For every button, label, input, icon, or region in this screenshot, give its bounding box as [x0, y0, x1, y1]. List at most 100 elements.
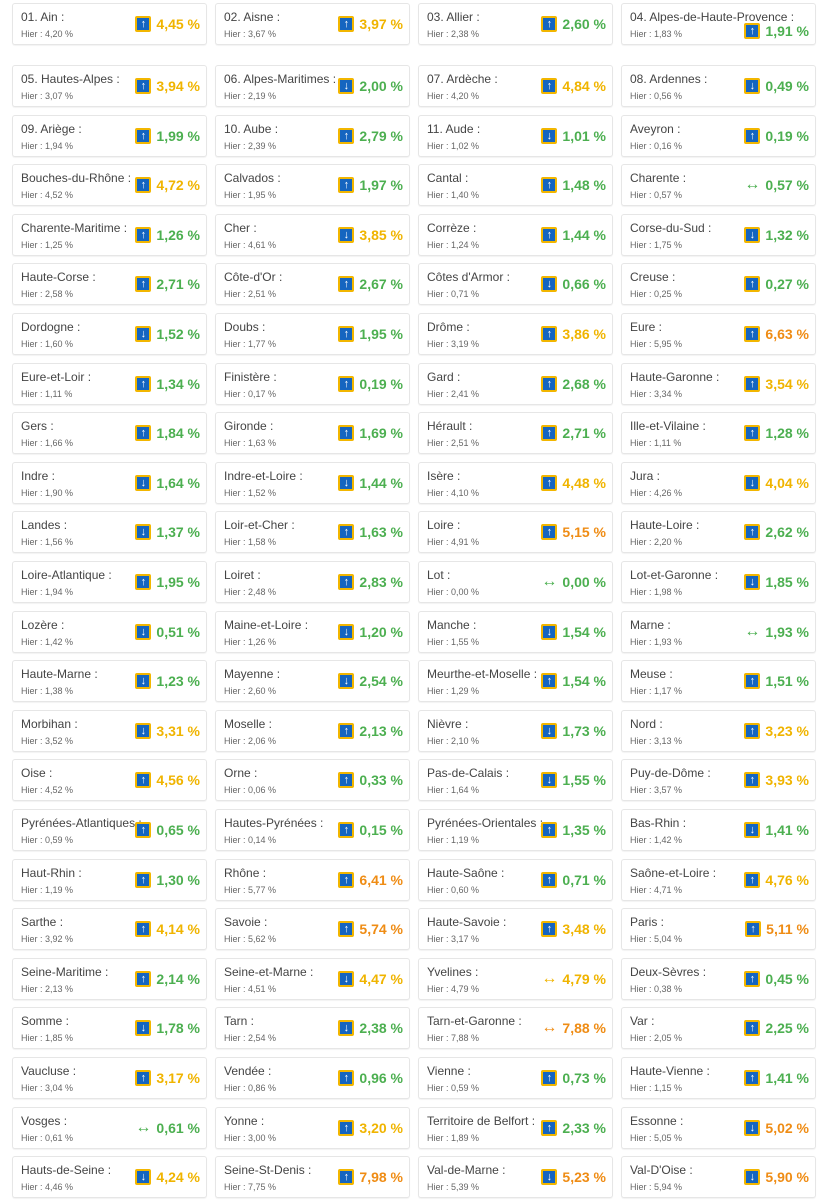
- department-name: 07. Ardèche :: [427, 72, 498, 86]
- today-percent: 1,51 %: [765, 673, 809, 690]
- yesterday-value: Hier : 1,42 %: [21, 636, 74, 647]
- yesterday-value: Hier : 1,90 %: [21, 487, 74, 498]
- today-value: ↓ 0,66 %: [541, 276, 606, 293]
- department-card: Manche : Hier : 1,55 % ↓ 1,54 %: [418, 610, 613, 653]
- yesterday-value: Hier : 1,94 %: [21, 587, 74, 597]
- department-name: Pyrénées-Atlantiques :: [21, 816, 142, 830]
- arrow-up-icon: ↑: [745, 921, 762, 938]
- today-percent: 0,15 %: [359, 822, 403, 838]
- arrow-left-right-icon: ↔: [135, 1118, 152, 1136]
- today-percent: 1,54 %: [562, 673, 606, 690]
- today-value: ↓ 2,00 %: [338, 78, 403, 94]
- today-value: ↓ 1,37 %: [135, 524, 200, 541]
- department-name: 03. Allier :: [427, 10, 480, 24]
- department-name: Côte-d'Or :: [224, 270, 283, 285]
- department-card: Gironde : Hier : 1,63 % ↑ 1,69 %: [215, 412, 410, 455]
- department-card: Indre-et-Loire : Hier : 1,52 % ↓ 1,44 %: [215, 461, 410, 504]
- department-name: Morbihan :: [21, 716, 78, 731]
- department-name: Nord :: [630, 716, 663, 731]
- department-name: Puy-de-Dôme :: [630, 766, 711, 781]
- yesterday-value: Hier : 1,58 %: [224, 537, 277, 548]
- today-value: ↑ 3,93 %: [744, 772, 809, 789]
- yesterday-value: Hier : 5,95 %: [630, 339, 683, 349]
- today-value: ↓ 0,49 %: [744, 78, 809, 94]
- yesterday-value: Hier : 0,56 %: [630, 91, 683, 101]
- today-percent: 3,48 %: [562, 921, 606, 938]
- yesterday-value: Hier : 5,04 %: [630, 934, 683, 945]
- today-value: ↑ 3,48 %: [541, 921, 606, 938]
- department-name: Corse-du-Sud :: [630, 220, 712, 235]
- department-card: Somme : Hier : 1,85 % ↓ 1,78 %: [12, 1007, 207, 1050]
- today-percent: 1,97 %: [359, 177, 403, 194]
- today-percent: 4,72 %: [156, 177, 200, 194]
- department-name: Yonne :: [224, 1113, 265, 1128]
- today-value: ↑ 0,73 %: [541, 1070, 606, 1086]
- department-card: Tarn-et-Garonne : Hier : 7,88 % ↔ 7,88 %: [418, 1007, 613, 1050]
- department-name: Nièvre :: [427, 716, 469, 731]
- arrow-up-icon: ↑: [744, 673, 761, 690]
- arrow-down-icon: ↓: [541, 623, 558, 640]
- arrow-down-icon: ↓: [338, 78, 355, 94]
- today-value: ↓ 1,78 %: [135, 1020, 200, 1037]
- department-name: Haut-Rhin :: [21, 865, 82, 880]
- today-value: ↔ 7,88 %: [541, 1019, 606, 1037]
- department-card: Seine-Maritime : Hier : 2,13 % ↑ 2,14 %: [12, 957, 207, 1000]
- arrow-up-icon: ↑: [541, 921, 558, 938]
- arrow-left-right-icon: ↔: [541, 1019, 558, 1037]
- yesterday-value: Hier : 1,40 %: [427, 190, 480, 201]
- department-name: Val-de-Marne :: [427, 1163, 506, 1178]
- today-value: ↑ 1,63 %: [338, 524, 403, 541]
- arrow-down-icon: ↓: [541, 127, 558, 144]
- yesterday-value: Hier : 0,71 %: [427, 289, 480, 300]
- yesterday-value: Hier : 1,19 %: [427, 835, 480, 845]
- today-percent: 4,14 %: [156, 921, 200, 938]
- department-card: 03. Allier : Hier : 2,38 % ↑ 2,60 %: [418, 3, 613, 45]
- today-value: ↑ 2,68 %: [541, 375, 606, 392]
- today-percent: 1,37 %: [156, 524, 200, 541]
- today-value: ↑ 2,67 %: [338, 276, 403, 293]
- yesterday-value: Hier : 1,19 %: [21, 884, 74, 895]
- department-name: Lozère :: [21, 617, 65, 632]
- arrow-left-right-icon: ↔: [744, 176, 761, 194]
- department-name: Haute-Vienne :: [630, 1064, 710, 1078]
- yesterday-value: Hier : 4,51 %: [224, 983, 277, 994]
- department-card: Pyrénées-Orientales : Hier : 1,19 % ↑ 1,35 …: [418, 809, 613, 851]
- department-card: Finistère : Hier : 0,17 % ↑ 0,19 %: [215, 362, 410, 405]
- department-card: Deux-Sèvres : Hier : 0,38 % ↑ 0,45 %: [621, 957, 816, 1000]
- department-name: 01. Ain :: [21, 10, 65, 24]
- yesterday-value: Hier : 2,20 %: [630, 537, 683, 548]
- today-value: ↑ 0,45 %: [744, 970, 809, 987]
- today-value: ↑ 2,25 %: [744, 1020, 809, 1037]
- today-percent: 2,33 %: [562, 1119, 606, 1136]
- department-name: Meuse :: [630, 667, 673, 682]
- arrow-up-icon: ↑: [338, 822, 355, 838]
- arrow-up-icon: ↑: [338, 772, 355, 789]
- yesterday-value: Hier : 1,52 %: [224, 487, 277, 498]
- today-percent: 4,76 %: [765, 871, 809, 888]
- today-percent: 1,55 %: [562, 772, 606, 789]
- yesterday-value: Hier : 0,86 %: [224, 1083, 277, 1093]
- yesterday-value: Hier : 3,52 %: [21, 735, 74, 746]
- arrow-down-icon: ↓: [135, 1169, 152, 1186]
- department-name: Oise :: [21, 766, 53, 781]
- arrow-up-icon: ↑: [135, 16, 152, 32]
- department-card: Ille-et-Vilaine : Hier : 1,11 % ↑ 1,28 %: [621, 412, 816, 455]
- yesterday-value: Hier : 2,13 %: [21, 983, 74, 994]
- yesterday-value: Hier : 3,19 %: [427, 339, 480, 349]
- today-percent: 4,47 %: [359, 970, 403, 987]
- yesterday-value: Hier : 1,38 %: [21, 686, 74, 697]
- department-card: Tarn : Hier : 2,54 % ↓ 2,38 %: [215, 1007, 410, 1050]
- yesterday-value: Hier : 2,54 %: [224, 1033, 277, 1044]
- department-card: Meuse : Hier : 1,17 % ↑ 1,51 %: [621, 660, 816, 703]
- today-percent: 7,98 %: [359, 1169, 403, 1186]
- department-name: Manche :: [427, 617, 477, 632]
- department-name: Territoire de Belfort :: [427, 1113, 536, 1128]
- today-percent: 1,23 %: [156, 673, 200, 690]
- arrow-up-icon: ↑: [744, 722, 761, 739]
- arrow-up-icon: ↑: [135, 276, 152, 293]
- today-value: ↑ 2,13 %: [338, 722, 403, 739]
- department-name: Haute-Garonne :: [630, 369, 720, 384]
- department-name: 05. Hautes-Alpes :: [21, 72, 120, 86]
- today-value: ↑ 1,26 %: [135, 226, 200, 243]
- department-card: Gers : Hier : 1,66 % ↑ 1,84 %: [12, 412, 207, 455]
